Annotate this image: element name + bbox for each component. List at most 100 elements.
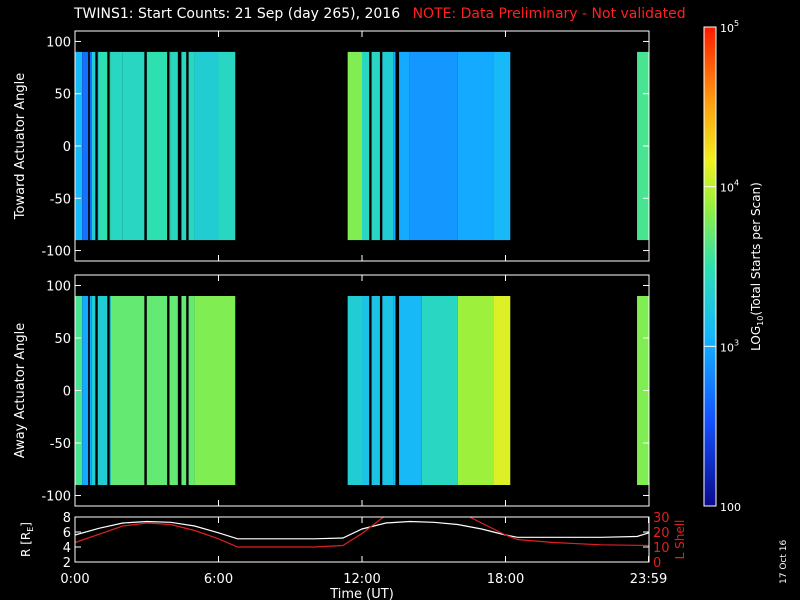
- data-gap: [95, 51, 98, 241]
- colorbar-tick-exp: 5: [734, 19, 739, 28]
- heatmap-band: [381, 51, 394, 241]
- data-gap: [144, 51, 147, 241]
- x-tick-label: 0:00: [60, 572, 89, 587]
- data-gap: [379, 296, 383, 485]
- heatmap-band: [82, 296, 92, 485]
- heatmap-band: [82, 51, 92, 241]
- panel-frame: [74, 30, 650, 262]
- heatmap-band: [409, 51, 458, 241]
- heatmap-band: [218, 51, 236, 241]
- data-gap: [167, 296, 170, 485]
- y-tick-label: -100: [41, 245, 71, 260]
- y-axis-label: R [RE]: [19, 522, 35, 557]
- y-tick-label: 0: [63, 140, 71, 155]
- heatmap-band: [110, 296, 147, 485]
- colorbar-tick-base: 10: [720, 341, 734, 354]
- heatmap-band: [421, 296, 458, 485]
- x-tick-label: 6:00: [204, 572, 233, 587]
- x-axis-label: Time (UT): [329, 587, 394, 600]
- data-gap: [95, 296, 98, 485]
- chart-title: TWINS1: Start Counts: 21 Sep (day 265), …: [74, 6, 686, 22]
- y-tick-label: 6: [63, 526, 71, 541]
- x-tick-label: 18:00: [487, 572, 524, 587]
- data-gap: [88, 296, 90, 485]
- y-tick-label: 4: [63, 541, 71, 556]
- title-main: TWINS1: Start Counts: 21 Sep (day 265), …: [74, 6, 401, 22]
- heatmap-band: [170, 51, 195, 241]
- data-gap: [186, 51, 189, 241]
- title-note: NOTE: Data Preliminary - Not validated: [412, 6, 686, 22]
- heatmap-band: [146, 51, 171, 241]
- data-gap: [107, 296, 110, 485]
- colorbar-tick-label: 100: [720, 501, 741, 514]
- heatmap-band: [110, 51, 123, 241]
- heatmap-band: [98, 51, 111, 241]
- colorbar-label: LOG10(Total Starts per Scan): [749, 182, 765, 351]
- heatmap-band: [347, 51, 362, 241]
- colorbar-gradient-bar: [703, 26, 717, 507]
- y-tick-label: 8: [63, 511, 71, 526]
- y-tick-label: -50: [50, 192, 71, 207]
- y-tick-label: 100: [46, 35, 71, 50]
- y2-tick-label: 30: [653, 511, 670, 526]
- lshell-line: [74, 516, 650, 548]
- data-gap: [395, 51, 400, 241]
- y-tick-label: 50: [54, 332, 71, 347]
- data-gap: [107, 51, 110, 241]
- heatmap-band: [457, 51, 494, 241]
- data-gap: [144, 296, 147, 485]
- heatmap-band: [493, 296, 511, 485]
- heatmap-band: [493, 51, 511, 241]
- data-gap: [369, 296, 372, 485]
- colorbar-tick-base: 10: [720, 22, 734, 35]
- y-tick-label: 50: [54, 88, 71, 103]
- data-gap: [177, 51, 182, 241]
- panel-top: 100 50 0 -50 -100 Toward Actuator Angle: [13, 30, 650, 262]
- colorbar-label-post: (Total Starts per Scan): [749, 182, 763, 316]
- heatmap-band: [362, 296, 394, 485]
- data-gap: [379, 51, 383, 241]
- radius-line: [74, 520, 650, 540]
- heatmap-band: [457, 296, 494, 485]
- heatmap-band: [194, 51, 219, 241]
- y-tick-label: -100: [41, 490, 71, 505]
- y-axis-label: Away Actuator Angle: [13, 323, 28, 458]
- y-tick-label: 0: [63, 385, 71, 400]
- heatmap-band: [347, 296, 362, 485]
- y2-tick-label: 10: [653, 541, 670, 556]
- y2-axis-label: L Shell: [673, 520, 687, 560]
- data-gap: [369, 51, 372, 241]
- data-gap: [186, 296, 189, 485]
- data-gap: [167, 51, 170, 241]
- y-tick-label: 2: [63, 556, 71, 571]
- colorbar-tick-label: 105: [720, 19, 739, 35]
- data-gap: [88, 51, 90, 241]
- y-tick-label: 100: [46, 280, 71, 295]
- y-axis-label-sub: E: [26, 527, 35, 532]
- colorbar-tick-base: 10: [720, 182, 734, 195]
- y2-tick-label: 0: [653, 556, 661, 571]
- colorbar-label-pre: LOG: [749, 326, 763, 351]
- panel-frame: [74, 274, 650, 507]
- y-axis-label-main: R [R: [19, 532, 33, 557]
- data-gap: [395, 296, 400, 485]
- panel-middle: 100 50 0 -50 -100 Away Actuator Angle: [13, 274, 650, 507]
- heatmap-band: [122, 51, 147, 241]
- panel-frame: [74, 516, 650, 563]
- y-tick-label: -50: [50, 437, 71, 452]
- y2-tick-label: 20: [653, 526, 670, 541]
- colorbar-tick-exp: 4: [734, 179, 739, 188]
- heatmap-band: [194, 296, 236, 485]
- y-axis-label: Toward Actuator Angle: [13, 73, 28, 220]
- y-axis-label-close: ]: [19, 522, 33, 527]
- colorbar-tick-label: 104: [720, 179, 739, 195]
- data-gap: [177, 296, 182, 485]
- colorbar-label-sub: 10: [756, 316, 765, 326]
- colorbar-tick-exp: 3: [734, 338, 739, 347]
- x-tick-label: 23:59: [630, 572, 667, 587]
- date-stamp: 17 Oct 16: [779, 539, 789, 584]
